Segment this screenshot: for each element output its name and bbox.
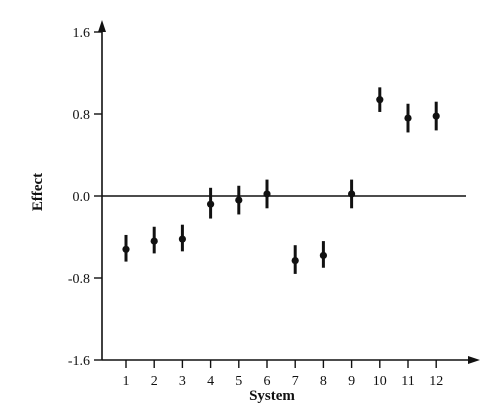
x-tick-label: 3 xyxy=(179,374,186,389)
data-point xyxy=(319,251,327,260)
x-axis-title: System xyxy=(249,388,295,404)
data-point xyxy=(291,256,299,265)
y-axis-arrow xyxy=(98,20,106,32)
data-point xyxy=(432,112,440,120)
data-point xyxy=(178,235,186,243)
y-tick-label: -0.8 xyxy=(68,272,90,287)
data-point xyxy=(404,114,412,122)
y-axis-title: Effect xyxy=(30,173,46,211)
data-point xyxy=(150,237,158,245)
x-tick-label: 9 xyxy=(348,374,355,389)
x-tick-label: 12 xyxy=(429,374,443,389)
x-tick-label: 11 xyxy=(401,374,414,389)
y-tick-label: -1.6 xyxy=(68,354,90,369)
data-marks xyxy=(122,87,440,274)
y-tick-label: 0.8 xyxy=(73,108,91,123)
data-point xyxy=(235,196,243,204)
y-tick-label: 1.6 xyxy=(73,26,91,41)
x-tick-label: 10 xyxy=(373,374,387,389)
x-tick-label: 7 xyxy=(292,374,299,389)
x-tick-label: 5 xyxy=(235,374,242,389)
data-point xyxy=(122,245,130,253)
x-axis-arrow xyxy=(468,356,480,364)
x-tick-label: 1 xyxy=(123,374,130,389)
axes: 1.60.80.0-0.8-1.61 2 3 4 5 6 7 8 9 10 11 12 xyxy=(68,20,480,389)
x-tick-label: 4 xyxy=(207,374,214,389)
data-point xyxy=(263,190,271,198)
x-tick-label: 6 xyxy=(264,374,271,389)
y-tick-label: 0.0 xyxy=(73,190,91,205)
data-point xyxy=(376,96,384,104)
data-point xyxy=(348,190,356,198)
x-tick-label: 2 xyxy=(151,374,158,389)
data-point xyxy=(207,200,215,208)
x-tick-label: 8 xyxy=(320,374,327,389)
